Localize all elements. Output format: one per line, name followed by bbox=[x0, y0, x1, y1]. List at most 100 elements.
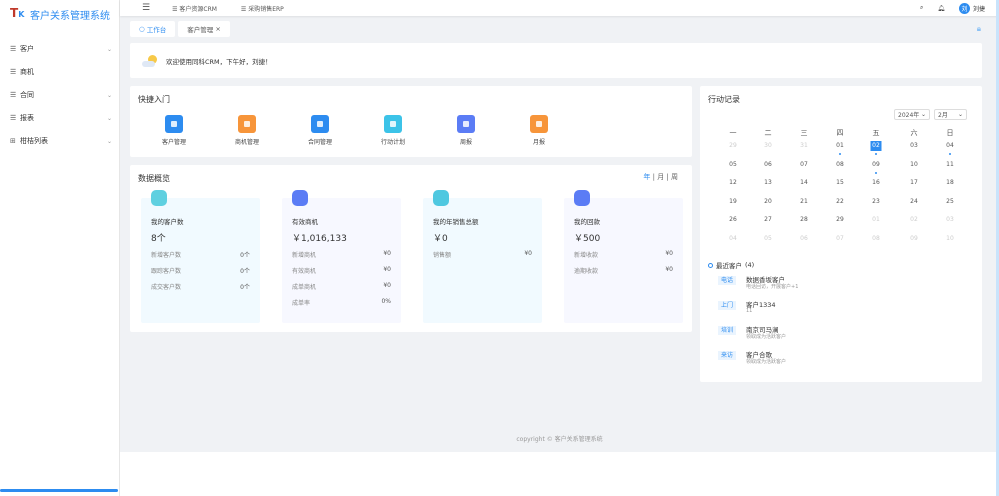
calendar-day[interactable]: 06 bbox=[800, 235, 808, 242]
stat-row-label: 新增客户数 bbox=[151, 252, 182, 259]
sidebar-item[interactable]: ☰ 合同 ⌄ bbox=[10, 90, 112, 100]
calendar-day[interactable]: 24 bbox=[910, 197, 918, 205]
calendar-day[interactable]: 08 bbox=[836, 160, 844, 168]
calendar-day[interactable]: 08 bbox=[872, 235, 880, 242]
quick-entry-item[interactable]: 商机管理 bbox=[222, 115, 272, 146]
menu-icon: ☰ bbox=[10, 91, 17, 99]
sidebar: TK 客户关系管理系统 ☰ 客户 ⌄ ☰ 商机 ☰ 合同 ⌄ ☰ 报表 ⌄ ⊞ 柑桔列表 ⌄ bbox=[0, 0, 120, 496]
collapse-menu-icon[interactable]: ☰ bbox=[142, 3, 151, 13]
calendar-day[interactable]: 28 bbox=[800, 216, 808, 224]
visit-note: 11 bbox=[746, 308, 753, 314]
weekday-header: 四 bbox=[836, 129, 844, 137]
quick-entry-item[interactable]: 周报 bbox=[441, 115, 491, 146]
calendar-day[interactable]: 07 bbox=[800, 160, 808, 168]
weekday-header: 日 bbox=[946, 129, 954, 137]
calendar-day[interactable]: 21 bbox=[800, 197, 808, 205]
year-select[interactable]: 2024年 ⌄ bbox=[894, 109, 930, 120]
close-icon[interactable]: × bbox=[215, 25, 221, 33]
calendar-day[interactable]: 03 bbox=[946, 216, 954, 224]
calendar-day[interactable]: 20 bbox=[764, 197, 772, 205]
calendar-day[interactable]: 15 bbox=[836, 179, 844, 187]
calendar-day[interactable]: 05 bbox=[729, 160, 737, 168]
quick-entry-item[interactable]: 客户管理 bbox=[149, 115, 199, 146]
calendar-day[interactable]: 06 bbox=[764, 160, 772, 168]
calendar-day[interactable]: 09 bbox=[910, 235, 918, 242]
calendar-day[interactable]: 10 bbox=[910, 160, 918, 168]
stat-row: 成单率 0% bbox=[292, 298, 391, 307]
calendar-day[interactable]: 05 bbox=[764, 235, 772, 242]
calendar-day[interactable]: 23 bbox=[872, 197, 880, 205]
quick-entry-card: 快捷入门 客户管理 商机管理 合同管理 行动计划 周报 月报 bbox=[130, 86, 692, 157]
period-month[interactable]: 月 bbox=[657, 173, 665, 181]
calendar-day[interactable]: 02 bbox=[910, 216, 918, 224]
stat-value: 8个 bbox=[151, 234, 166, 244]
calendar-day[interactable]: 02 bbox=[870, 141, 882, 151]
menu-icon: ☰ bbox=[10, 114, 17, 122]
sidebar-item[interactable]: ☰ 商机 bbox=[10, 67, 112, 77]
calendar-day[interactable]: 19 bbox=[729, 197, 737, 205]
stat-card: 有效商机 ￥1,016,133 新增商机 ¥0 有效商机 ¥0 成单商机 ¥0 成单率 0% bbox=[282, 190, 401, 323]
calendar-day[interactable]: 12 bbox=[729, 179, 737, 187]
calendar-day[interactable]: 03 bbox=[910, 142, 918, 149]
recent-customers-count: (4) bbox=[745, 261, 755, 269]
calendar-day[interactable]: 13 bbox=[764, 179, 772, 187]
quick-entry-item[interactable]: 月报 bbox=[514, 115, 564, 146]
stat-title: 我的客户数 bbox=[151, 218, 184, 226]
calendar-day[interactable]: 09 bbox=[872, 160, 880, 168]
sidebar-item[interactable]: ⊞ 柑桔列表 ⌄ bbox=[10, 136, 112, 146]
search-icon[interactable]: ⌕ bbox=[919, 4, 924, 11]
calendar-day[interactable]: 25 bbox=[946, 197, 954, 205]
calendar-day[interactable]: 01 bbox=[872, 216, 880, 224]
calendar-day[interactable]: 04 bbox=[946, 142, 954, 149]
quick-entry-item[interactable]: 合同管理 bbox=[295, 115, 345, 146]
topnav-erp[interactable]: ☰ 采购销售ERP bbox=[240, 5, 284, 13]
calendar-day[interactable]: 17 bbox=[910, 179, 918, 187]
grid-icon: ⊞ bbox=[10, 137, 16, 145]
calendar-day[interactable]: 22 bbox=[836, 197, 844, 205]
topnav-crm[interactable]: ☰ 客户资源CRM bbox=[172, 5, 217, 13]
calendar-day[interactable]: 27 bbox=[764, 216, 772, 224]
logo-icon: TK bbox=[10, 6, 25, 20]
calendar-day[interactable]: 29 bbox=[729, 142, 737, 149]
stat-row: 成交客户数 0个 bbox=[151, 282, 250, 291]
calendar-day[interactable]: 04 bbox=[729, 235, 737, 242]
lock-icon[interactable]: 🔒︎ bbox=[976, 24, 981, 33]
stat-row-value: ¥0 bbox=[665, 266, 673, 273]
stat-row-label: 跟踪客户数 bbox=[151, 268, 182, 275]
stat-row-value: ¥0 bbox=[383, 250, 391, 257]
calendar-day[interactable]: 26 bbox=[729, 216, 737, 224]
calendar-day[interactable]: 31 bbox=[800, 142, 808, 149]
customer-name: 客户合歌 bbox=[746, 351, 772, 359]
calendar-day[interactable]: 18 bbox=[946, 179, 954, 187]
calendar-day[interactable]: 10 bbox=[946, 235, 954, 242]
stat-title: 我的回款 bbox=[574, 218, 600, 226]
calendar-day[interactable]: 11 bbox=[946, 160, 954, 168]
sidebar-item[interactable]: ☰ 报表 ⌄ bbox=[10, 113, 112, 123]
logo[interactable]: TK 客户关系管理系统 bbox=[10, 6, 110, 22]
weekday-header: 六 bbox=[910, 129, 918, 137]
calendar-day[interactable]: 30 bbox=[764, 142, 772, 149]
visit-type-tag: 培训 bbox=[718, 326, 736, 335]
calendar-day[interactable]: 16 bbox=[872, 179, 880, 187]
stat-row-label: 成交客户数 bbox=[151, 284, 182, 291]
chevron-down-icon: ⌄ bbox=[106, 45, 112, 53]
quick-entry-label: 周报 bbox=[459, 139, 472, 146]
sidebar-item[interactable]: ☰ 客户 ⌄ bbox=[10, 44, 112, 54]
calendar-day[interactable]: 29 bbox=[836, 216, 844, 224]
quick-entry-item[interactable]: 行动计划 bbox=[368, 115, 418, 146]
chevron-down-icon: ⌄ bbox=[106, 114, 112, 122]
sidebar-scrollbar[interactable] bbox=[0, 489, 118, 492]
calendar-day[interactable]: 14 bbox=[800, 179, 808, 187]
period-year[interactable]: 年 bbox=[643, 173, 651, 181]
tab-customer-management[interactable]: 客户管理 × bbox=[178, 21, 230, 37]
calendar-day[interactable]: 01 bbox=[836, 142, 844, 149]
month-select[interactable]: 2月 ⌄ bbox=[934, 109, 967, 120]
calendar-day[interactable]: 07 bbox=[836, 235, 844, 242]
menu-icon: ☰ bbox=[10, 68, 17, 76]
period-week[interactable]: 周 bbox=[671, 173, 678, 181]
user-menu[interactable]: 刘 刘捷 bbox=[958, 2, 985, 14]
bell-icon[interactable]: 🔔︎ bbox=[937, 4, 945, 12]
page-scrollbar[interactable] bbox=[996, 0, 999, 496]
stat-row-label: 新增收款 bbox=[574, 252, 599, 259]
tab-workbench[interactable]: ○ 工作台 bbox=[130, 21, 176, 37]
